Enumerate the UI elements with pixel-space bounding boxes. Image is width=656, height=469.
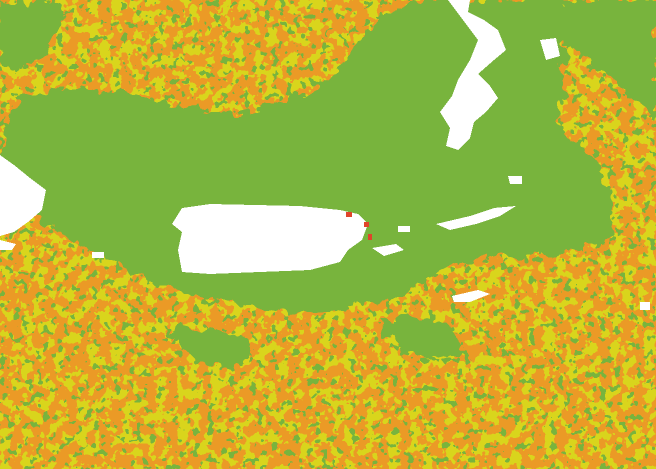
islet-culebra xyxy=(398,226,410,232)
islands-virgin xyxy=(436,206,516,230)
island-main xyxy=(172,204,368,274)
land xyxy=(0,0,650,310)
islet-west xyxy=(0,240,16,250)
coast-speck xyxy=(364,222,369,227)
coast-speck xyxy=(368,234,372,240)
island-west xyxy=(0,155,46,236)
island-stcroix xyxy=(452,290,490,302)
land-north xyxy=(440,0,506,150)
coastal-highlights xyxy=(346,212,372,240)
islet-south xyxy=(92,252,104,258)
islet-east xyxy=(508,176,522,184)
islet-north xyxy=(540,38,560,60)
island-vieques xyxy=(372,244,404,256)
coast-speck xyxy=(346,212,352,217)
islet-far-east xyxy=(640,302,650,310)
